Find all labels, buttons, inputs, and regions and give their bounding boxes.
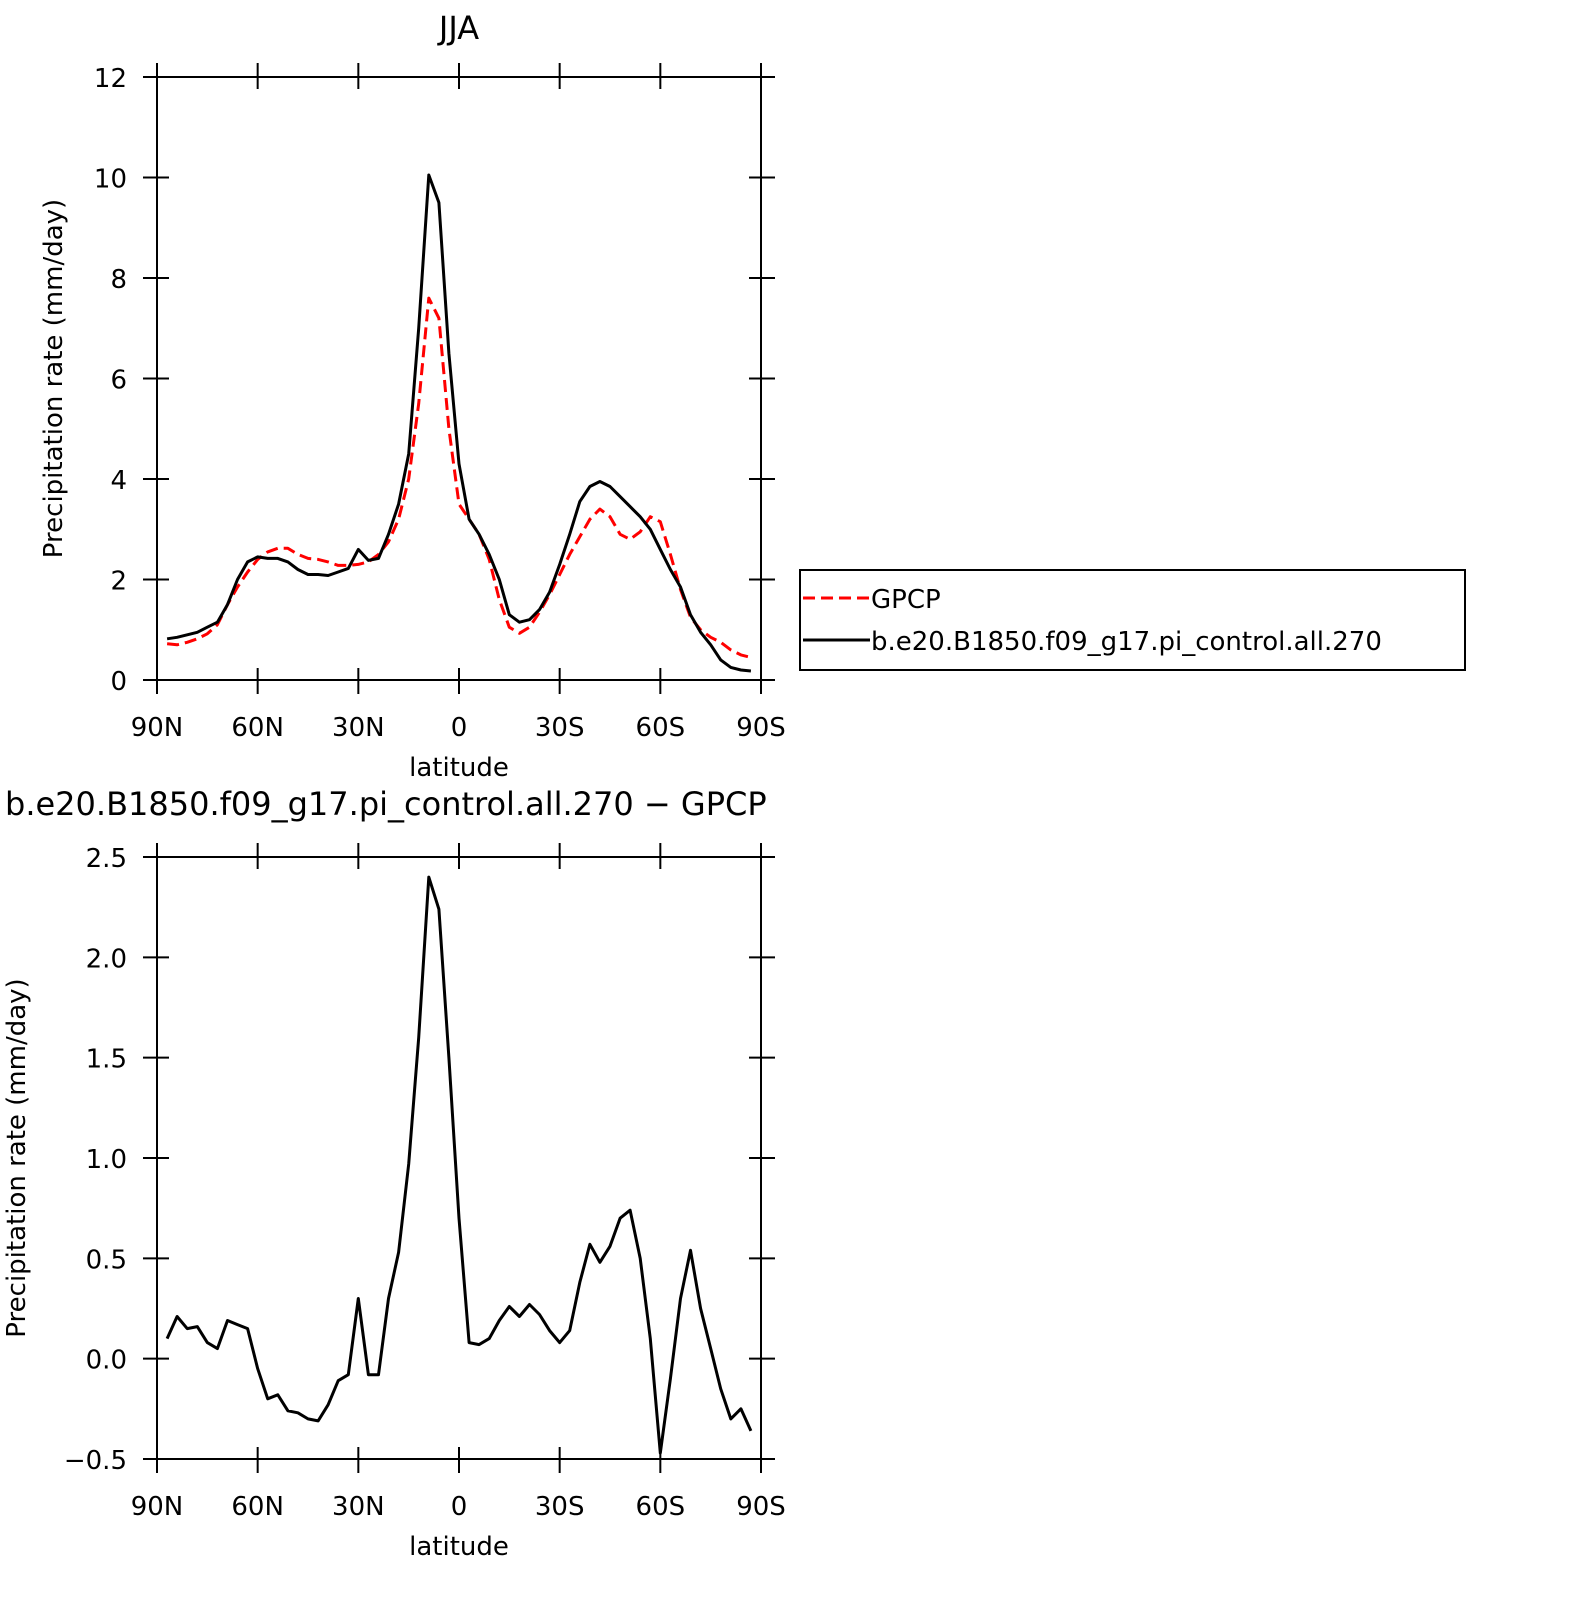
y-tick-label: 4 <box>110 466 127 496</box>
y-axis-label: Precipitation rate (mm/day) <box>2 978 32 1337</box>
data-line <box>166 173 752 673</box>
x-axis-label: latitude <box>409 1532 509 1562</box>
y-tick-label: 1.0 <box>86 1145 127 1175</box>
x-tick-label: 30S <box>535 713 585 743</box>
y-tick-label: 1.5 <box>86 1045 127 1075</box>
legend-label: b.e20.B1850.f09_g17.pi_control.all.270 <box>871 627 1382 657</box>
y-tick-label: 6 <box>110 366 127 396</box>
x-tick-label: 0 <box>451 713 468 743</box>
x-tick-label: 60S <box>636 1492 686 1522</box>
x-tick-label: 60N <box>231 713 284 743</box>
y-tick-label: 12 <box>94 64 127 94</box>
x-tick-label: 60N <box>231 1492 284 1522</box>
x-tick-label: 30S <box>535 1492 585 1522</box>
y-tick-label: 8 <box>110 265 127 295</box>
y-tick-label: 0.5 <box>86 1245 127 1275</box>
x-tick-label: 30N <box>332 1492 385 1522</box>
plot-frame <box>156 76 762 681</box>
legend-box <box>799 569 1466 671</box>
y-axis-label: Precipitation rate (mm/day) <box>39 199 69 558</box>
y-tick-label: 2.0 <box>86 944 127 974</box>
y-tick-label: 0 <box>110 667 127 697</box>
legend-label: GPCP <box>871 585 941 615</box>
y-tick-label: 2 <box>110 567 127 597</box>
x-tick-label: 30N <box>332 713 385 743</box>
y-tick-label: −0.5 <box>64 1446 127 1476</box>
x-tick-label: 90N <box>131 1492 184 1522</box>
data-line <box>165 875 753 1455</box>
data-line <box>166 296 752 659</box>
y-tick-label: 2.5 <box>86 844 127 874</box>
chart-title: JJA <box>437 9 479 47</box>
x-tick-label: 60S <box>636 713 686 743</box>
x-tick-label: 90N <box>131 713 184 743</box>
chart-title: b.e20.B1850.f09_g17.pi_control.all.270 −… <box>5 785 767 823</box>
x-tick-label: 90S <box>736 1492 786 1522</box>
x-axis-label: latitude <box>409 753 509 783</box>
y-tick-label: 0.0 <box>86 1346 127 1376</box>
y-tick-label: 10 <box>94 165 127 195</box>
x-tick-label: 0 <box>451 1492 468 1522</box>
x-tick-label: 90S <box>736 713 786 743</box>
